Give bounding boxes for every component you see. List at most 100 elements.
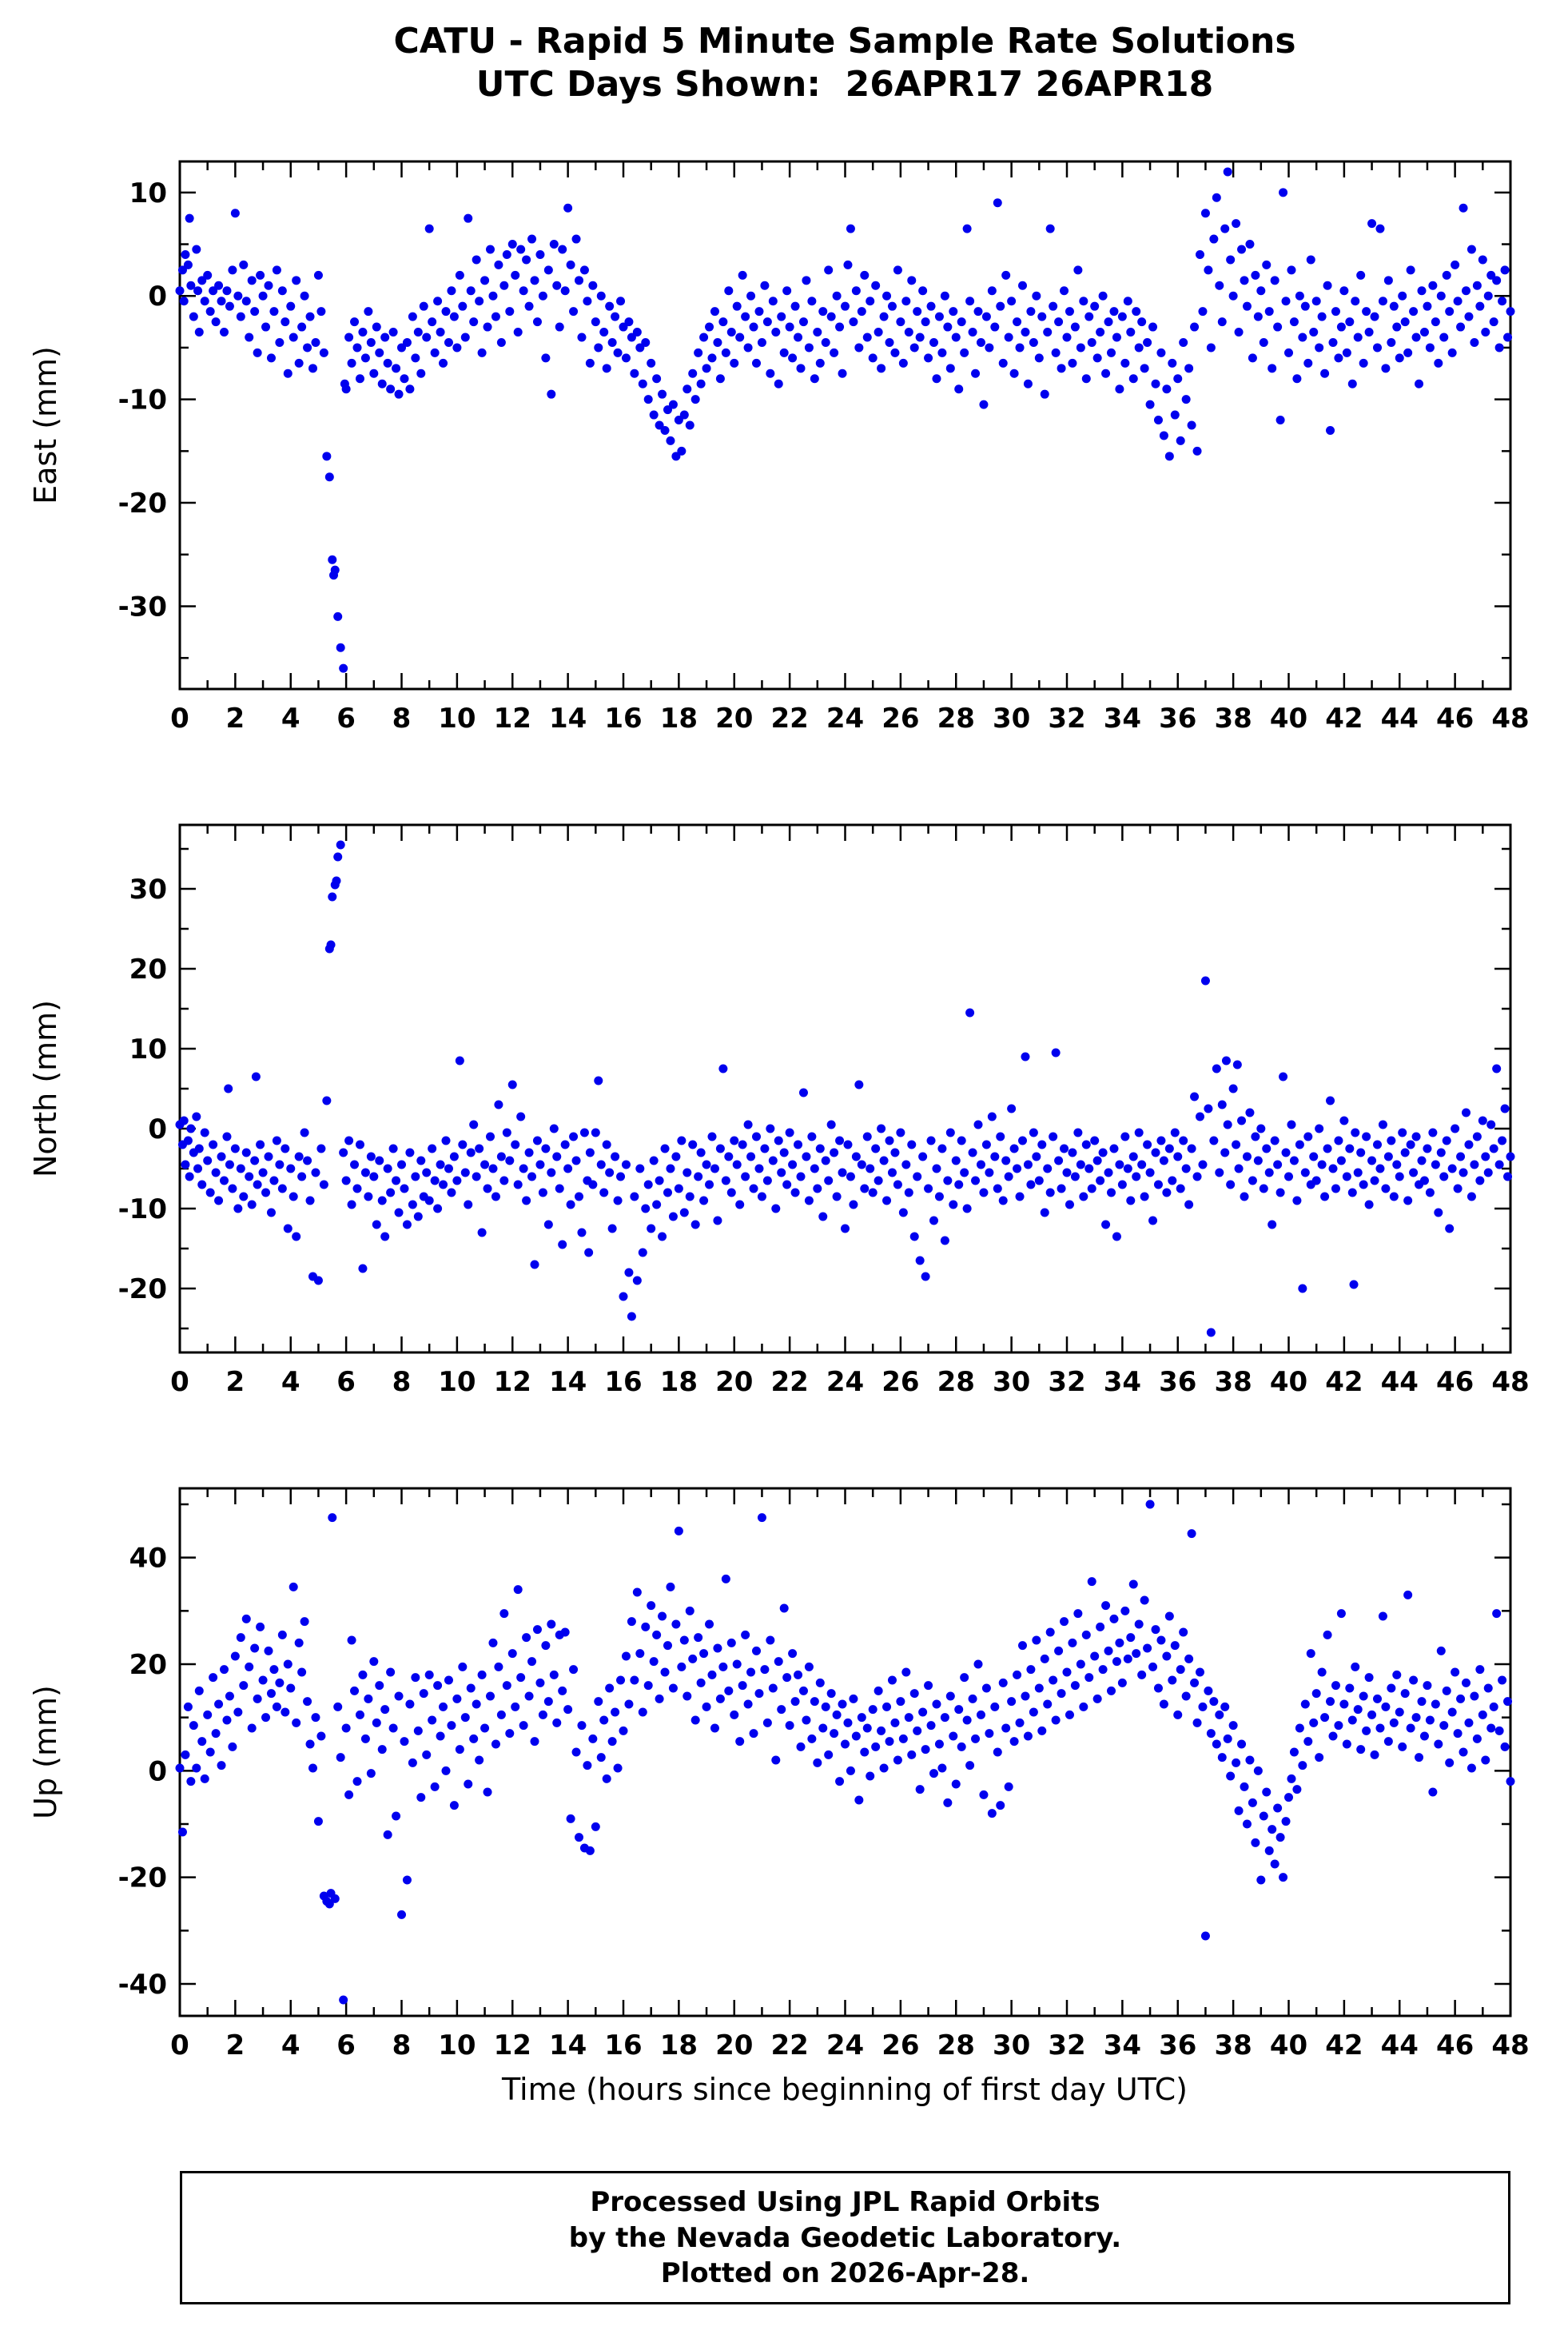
svg-text:22: 22	[770, 2029, 808, 2061]
svg-text:46: 46	[1436, 1366, 1474, 1398]
svg-text:2: 2	[226, 1366, 245, 1398]
svg-text:14: 14	[549, 703, 587, 735]
svg-text:8: 8	[392, 2029, 412, 2061]
svg-text:34: 34	[1104, 2029, 1141, 2061]
svg-text:46: 46	[1436, 2029, 1474, 2061]
svg-text:26: 26	[882, 1366, 919, 1398]
svg-text:38: 38	[1214, 1366, 1252, 1398]
svg-text:30: 30	[993, 703, 1030, 735]
svg-text:0: 0	[170, 2029, 189, 2061]
svg-text:0: 0	[170, 703, 189, 735]
svg-text:18: 18	[660, 703, 698, 735]
svg-text:-40: -40	[118, 1969, 167, 2001]
svg-text:42: 42	[1325, 2029, 1363, 2061]
svg-text:20: 20	[129, 1649, 167, 1681]
svg-text:4: 4	[281, 2029, 300, 2061]
svg-text:24: 24	[826, 1366, 864, 1398]
svg-text:0: 0	[148, 1756, 167, 1788]
footer-line-3: Plotted on 2026-Apr-28.	[660, 2256, 1030, 2289]
svg-text:44: 44	[1381, 1366, 1419, 1398]
svg-text:-20: -20	[118, 488, 167, 520]
svg-text:30: 30	[129, 874, 167, 906]
svg-text:34: 34	[1104, 703, 1141, 735]
svg-text:14: 14	[549, 2029, 587, 2061]
svg-text:-10: -10	[118, 384, 167, 416]
svg-text:North (mm): North (mm)	[28, 1000, 63, 1177]
svg-text:18: 18	[660, 1366, 698, 1398]
svg-text:10: 10	[438, 2029, 476, 2061]
svg-text:32: 32	[1048, 703, 1085, 735]
north-chart: 0 2 4 6 8 10 12 14 16 18 20 22 24 26 28 30 32 34 36 38 40 42 4…	[28, 823, 1530, 1398]
up-chart: 0 2 4 6 8 10 12 14 16 18 20 22 24 26 28 30 32 34 36 38 40 42 4…	[28, 1487, 1530, 2061]
svg-text:28: 28	[937, 1366, 975, 1398]
svg-text:8: 8	[392, 703, 412, 735]
svg-text:8: 8	[392, 1366, 412, 1398]
footer-line-2: by the Nevada Geodetic Laboratory.	[568, 2221, 1122, 2254]
up-panel: 0 2 4 6 8 10 12 14 16 18 20 22 24 26 28 30 32 34 36 38 40 42 4…	[0, 1476, 1568, 2072]
east-chart: 0 2 4 6 8 10 12 14 16 18 20 22 24 26 28 30 32 34 36 38 40 42 4…	[28, 160, 1530, 735]
svg-text:16: 16	[604, 2029, 642, 2061]
svg-text:40: 40	[1270, 703, 1307, 735]
title-line-2: UTC Days Shown: 26APR17 26APR18	[476, 63, 1214, 105]
svg-text:48: 48	[1491, 2029, 1529, 2061]
svg-text:26: 26	[882, 703, 919, 735]
svg-text:38: 38	[1214, 703, 1252, 735]
svg-text:10: 10	[438, 703, 476, 735]
svg-text:6: 6	[336, 2029, 356, 2061]
svg-text:46: 46	[1436, 703, 1474, 735]
svg-text:36: 36	[1159, 1366, 1196, 1398]
svg-text:40: 40	[1270, 2029, 1307, 2061]
svg-text:2: 2	[226, 2029, 245, 2061]
svg-text:20: 20	[715, 703, 753, 735]
svg-text:44: 44	[1381, 2029, 1419, 2061]
svg-text:12: 12	[494, 2029, 531, 2061]
svg-text:18: 18	[660, 2029, 698, 2061]
svg-text:-10: -10	[118, 1193, 167, 1225]
svg-text:0: 0	[148, 1113, 167, 1145]
svg-text:40: 40	[1270, 1366, 1307, 1398]
footer-line-1: Processed Using JPL Rapid Orbits	[590, 2186, 1100, 2219]
svg-text:32: 32	[1048, 2029, 1085, 2061]
svg-text:30: 30	[993, 2029, 1030, 2061]
page-title: CATU - Rapid 5 Minute Sample Rate Soluti…	[121, 20, 1568, 106]
svg-text:16: 16	[604, 1366, 642, 1398]
svg-text:36: 36	[1159, 2029, 1196, 2061]
svg-text:38: 38	[1214, 2029, 1252, 2061]
north-panel: 0 2 4 6 8 10 12 14 16 18 20 22 24 26 28 30 32 34 36 38 40 42 4…	[0, 813, 1568, 1408]
svg-text:-20: -20	[118, 1273, 167, 1305]
svg-text:20: 20	[715, 2029, 753, 2061]
svg-text:28: 28	[937, 703, 975, 735]
svg-text:6: 6	[336, 703, 356, 735]
svg-text:48: 48	[1491, 1366, 1529, 1398]
svg-text:24: 24	[826, 703, 864, 735]
svg-text:34: 34	[1104, 1366, 1141, 1398]
svg-text:East (mm): East (mm)	[28, 346, 63, 504]
svg-text:0: 0	[170, 1366, 189, 1398]
svg-text:26: 26	[882, 2029, 919, 2061]
svg-text:4: 4	[281, 703, 300, 735]
svg-text:28: 28	[937, 2029, 975, 2061]
svg-text:20: 20	[129, 954, 167, 986]
svg-text:0: 0	[148, 281, 167, 313]
svg-text:4: 4	[281, 1366, 300, 1398]
svg-text:-30: -30	[118, 591, 167, 623]
x-axis-label: Time (hours since beginning of first day…	[502, 2072, 1188, 2108]
svg-text:24: 24	[826, 2029, 864, 2061]
svg-text:36: 36	[1159, 703, 1196, 735]
svg-text:Up (mm): Up (mm)	[28, 1685, 63, 1819]
svg-text:42: 42	[1325, 703, 1363, 735]
title-line-1: CATU - Rapid 5 Minute Sample Rate Soluti…	[393, 21, 1296, 62]
svg-text:-20: -20	[118, 1862, 167, 1894]
svg-text:10: 10	[129, 1034, 167, 1065]
svg-text:40: 40	[129, 1543, 167, 1575]
svg-text:12: 12	[494, 703, 531, 735]
svg-text:20: 20	[715, 1366, 753, 1398]
svg-text:48: 48	[1491, 703, 1529, 735]
svg-text:2: 2	[226, 703, 245, 735]
svg-text:44: 44	[1381, 703, 1419, 735]
svg-text:42: 42	[1325, 1366, 1363, 1398]
svg-text:10: 10	[438, 1366, 476, 1398]
svg-text:22: 22	[770, 1366, 808, 1398]
svg-text:16: 16	[604, 703, 642, 735]
